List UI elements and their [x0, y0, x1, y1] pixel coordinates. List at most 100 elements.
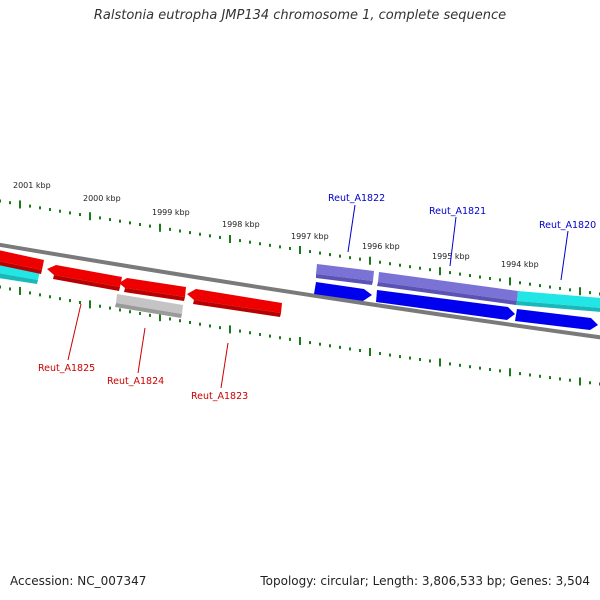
ruler-tick: [339, 254, 341, 258]
ruler-tick: [469, 274, 471, 278]
ruler-tick: [179, 229, 181, 233]
ruler-tick: [519, 372, 521, 376]
gene-feature[interactable]: [378, 272, 518, 301]
gene-feature[interactable]: [516, 301, 600, 312]
gene-feature[interactable]: [0, 261, 42, 274]
ruler-tick: [9, 287, 11, 291]
gene-label-reut-a1820[interactable]: Reut_A1820: [539, 220, 596, 231]
ruler-tick: [429, 359, 431, 363]
ruler-tick: [429, 268, 431, 272]
gene-feature[interactable]: [0, 273, 38, 284]
gene-label-reut-a1823[interactable]: Reut_A1823: [191, 391, 248, 402]
ruler-tick: [409, 356, 411, 360]
ruler-tick: [419, 266, 421, 270]
ruler-tick: [579, 377, 581, 386]
gene-feature[interactable]: [116, 294, 183, 314]
ruler-label: 1994 kbp: [501, 260, 539, 269]
ruler-tick: [569, 378, 571, 382]
ruler-tick: [109, 306, 111, 310]
ruler-tick: [339, 345, 341, 349]
ruler-tick: [439, 267, 441, 276]
ruler-tick: [539, 284, 541, 288]
genome-stats-text: Topology: circular; Length: 3,806,533 bp…: [260, 574, 590, 588]
gene-feature[interactable]: [187, 289, 282, 313]
ruler-tick: [259, 242, 261, 246]
gene-label-reut-a1821[interactable]: Reut_A1821: [429, 206, 486, 217]
ruler-tick: [269, 243, 271, 247]
ruler-tick: [59, 209, 61, 213]
ruler-tick: [419, 358, 421, 362]
ruler-tick: [29, 291, 31, 295]
gene-feature[interactable]: [119, 278, 186, 297]
gene-label-reut-a1825[interactable]: Reut_A1825: [38, 363, 95, 374]
ruler-tick: [69, 299, 71, 303]
ruler-tick: [459, 363, 461, 367]
ruler-tick: [229, 325, 231, 334]
ruler-tick: [49, 295, 51, 299]
ruler-tick: [79, 300, 81, 304]
gene-label-reut-a1824[interactable]: Reut_A1824: [107, 376, 164, 387]
ruler-tick: [329, 344, 331, 348]
label-leader: [137, 327, 146, 374]
ruler-label: 2001 kbp: [13, 181, 51, 190]
label-leader: [220, 342, 229, 389]
ruler-tick: [379, 352, 381, 356]
ruler-tick: [289, 246, 291, 250]
ruler-tick: [449, 362, 451, 366]
gene-feature[interactable]: [115, 303, 182, 318]
ruler-tick: [399, 263, 401, 267]
ruler-label: 1996 kbp: [362, 242, 400, 251]
ruler-tick: [479, 275, 481, 279]
ruler-tick: [249, 331, 251, 335]
ruler-tick: [39, 293, 41, 297]
ruler-tick: [549, 376, 551, 380]
ruler-tick: [9, 201, 11, 205]
gene-feature[interactable]: [124, 288, 185, 301]
ruler-tick: [319, 342, 321, 346]
ruler-tick: [489, 276, 491, 280]
gene-feature[interactable]: [0, 264, 40, 280]
ruler-tick: [39, 206, 41, 210]
ruler-tick: [259, 332, 261, 336]
gene-feature[interactable]: [53, 275, 120, 291]
ruler-tick: [269, 334, 271, 338]
ruler-tick: [279, 245, 281, 249]
ruler-tick: [159, 313, 161, 322]
gene-feature[interactable]: [314, 282, 372, 301]
ruler-tick: [509, 368, 511, 377]
gene-feature[interactable]: [515, 309, 598, 330]
gene-feature[interactable]: [47, 265, 122, 287]
ruler-label: 1999 kbp: [152, 208, 190, 217]
gene-feature[interactable]: [517, 291, 600, 308]
ruler-tick: [249, 240, 251, 244]
ruler-tick: [499, 278, 501, 282]
ruler-tick: [559, 286, 561, 290]
gene-feature[interactable]: [193, 300, 281, 317]
ruler-tick: [189, 320, 191, 324]
ruler-tick: [239, 239, 241, 243]
ruler-tick: [59, 297, 61, 301]
ruler-tick: [29, 204, 31, 208]
ruler-tick: [539, 374, 541, 378]
ruler-tick: [209, 324, 211, 328]
ruler-tick: [529, 373, 531, 377]
gene-feature[interactable]: [377, 282, 517, 305]
ruler-tick: [409, 265, 411, 269]
ruler-tick: [489, 368, 491, 372]
gene-feature[interactable]: [0, 250, 44, 270]
ruler-tick: [119, 308, 121, 312]
ruler-tick: [49, 208, 51, 212]
gene-feature[interactable]: [316, 274, 373, 285]
ruler-tick: [519, 281, 521, 285]
ruler-tick: [219, 235, 221, 239]
gene-feature[interactable]: [376, 290, 515, 320]
ruler-tick: [319, 251, 321, 255]
gene-feature[interactable]: [316, 264, 374, 281]
ruler-tick: [99, 304, 101, 308]
ruler-tick: [229, 235, 231, 244]
ruler-tick: [359, 257, 361, 261]
ruler-tick: [509, 277, 511, 286]
ruler-tick: [389, 262, 391, 266]
gene-label-reut-a1822[interactable]: Reut_A1822: [328, 193, 385, 204]
ruler-tick: [239, 329, 241, 333]
